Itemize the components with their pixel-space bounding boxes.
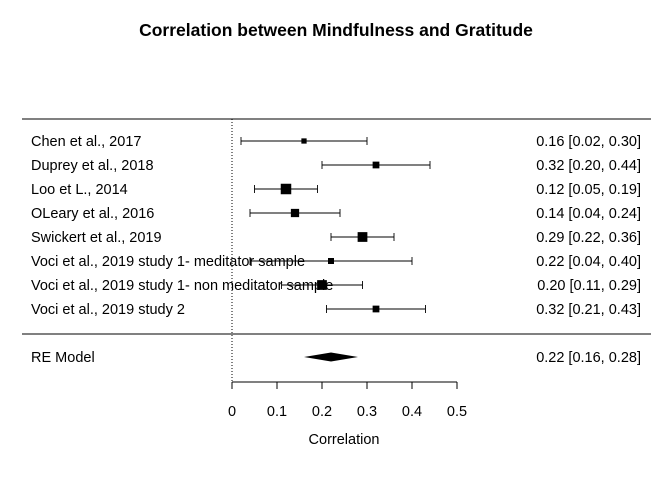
study-ci-text: 0.16 [0.02, 0.30] [536,134,641,150]
study-label: Chen et al., 2017 [31,134,141,150]
point-estimate-square [290,208,300,218]
study-ci-text: 0.22 [0.04, 0.40] [536,254,641,270]
x-tick-label: 0.1 [267,404,287,420]
study-ci-text: 0.12 [0.05, 0.19] [536,182,641,198]
summary-diamond [304,352,358,362]
point-estimate-square [372,161,380,169]
x-axis: 0 0.1 0.2 0.3 0.4 0.5 [228,381,467,420]
study-ci-text: 0.29 [0.22, 0.36] [536,230,641,246]
study-row: OLeary et al., 2016 0.14 [0.04, 0.24] [31,206,641,222]
study-row: Voci et al., 2019 study 1- non meditator… [31,278,641,294]
x-tick-label: 0.2 [312,404,332,420]
point-estimate-square [357,232,368,242]
study-ci-text: 0.32 [0.20, 0.44] [536,158,641,174]
study-ci-text: 0.20 [0.11, 0.29] [537,278,641,294]
study-ci-text: 0.14 [0.04, 0.24] [536,206,641,222]
study-label: Voci et al., 2019 study 1- non meditator… [31,278,333,294]
plot-marks: Chen et al., 2017 0.16 [0.02, 0.30] Duprey… [31,119,641,382]
x-tick-label: 0 [228,404,236,420]
study-label: Loo et L., 2014 [31,182,128,198]
study-ci-text: 0.32 [0.21, 0.43] [536,302,641,318]
x-tick-label: 0.4 [402,404,422,420]
study-label: Swickert et al., 2019 [31,230,162,246]
study-row: Swickert et al., 2019 0.29 [0.22, 0.36] [31,230,641,246]
study-row: Chen et al., 2017 0.16 [0.02, 0.30] [31,134,641,150]
point-estimate-square [317,280,327,290]
summary-label: RE Model [31,350,95,366]
point-estimate-square [301,138,307,144]
x-axis-label: Correlation [309,432,380,448]
summary-row: RE Model 0.22 [0.16, 0.28] [31,350,641,366]
study-label: Duprey et al., 2018 [31,158,154,174]
point-estimate-square [372,305,380,313]
study-row: Voci et al., 2019 study 1- meditator sam… [31,254,641,270]
study-row: Loo et L., 2014 0.12 [0.05, 0.19] [31,182,641,198]
x-tick-label: 0.3 [357,404,377,420]
point-estimate-square [328,258,334,264]
x-tick-label: 0.5 [447,404,467,420]
point-estimate-square [280,183,292,195]
study-row: Duprey et al., 2018 0.32 [0.20, 0.44] [31,158,641,174]
study-label: Voci et al., 2019 study 1- meditator sam… [31,254,305,270]
study-label: OLeary et al., 2016 [31,206,154,222]
summary-ci-text: 0.22 [0.16, 0.28] [536,350,641,366]
study-row: Voci et al., 2019 study 2 0.32 [0.21, 0.4… [31,302,641,318]
chart-title: Correlation between Mindfulness and Grat… [139,20,533,40]
study-label: Voci et al., 2019 study 2 [31,302,185,318]
